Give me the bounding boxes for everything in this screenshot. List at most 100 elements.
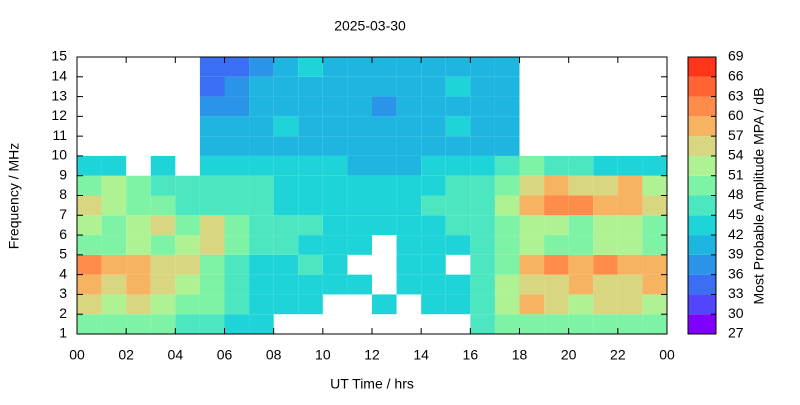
heat-cell (298, 155, 323, 176)
heat-cell (347, 136, 372, 156)
colorbar-tick-label: 39 (728, 246, 744, 262)
heat-cell (421, 96, 446, 117)
heat-cell (322, 235, 348, 255)
heat-cell (150, 314, 176, 334)
heat-cell (298, 235, 323, 255)
heat-cell (470, 215, 495, 236)
heat-cell (224, 136, 250, 156)
heat-cell (470, 175, 495, 196)
heat-cell (470, 294, 495, 315)
heat-cell (396, 235, 422, 255)
heat-cell (470, 235, 495, 255)
y-tick-label: 8 (59, 186, 67, 202)
heat-cell (224, 76, 250, 97)
heat-cell (372, 136, 397, 156)
heat-cell (199, 96, 225, 117)
colorbar-band (688, 314, 716, 334)
heat-cell (175, 175, 200, 196)
heat-cell (494, 235, 520, 255)
heat-cell (224, 215, 250, 236)
heat-cell (421, 57, 446, 77)
heat-cell (249, 175, 274, 196)
colorbar-tick-label: 66 (728, 67, 744, 83)
heat-cell (126, 195, 151, 216)
heat-cell (421, 155, 446, 176)
heat-cell (273, 96, 299, 117)
heat-cell (150, 175, 176, 196)
heat-cell (199, 294, 225, 315)
heat-cell (298, 294, 323, 315)
heat-cell (470, 96, 495, 117)
heat-cell (298, 96, 323, 117)
heat-cell (273, 274, 299, 295)
heat-cell (617, 155, 643, 176)
heat-cell (544, 314, 569, 334)
heat-cell (77, 294, 102, 315)
colorbar-band (688, 76, 716, 97)
heat-cell (249, 76, 274, 97)
heat-cell (347, 116, 372, 137)
heat-cell (470, 314, 495, 334)
heat-cell (224, 314, 250, 334)
heat-cell (126, 314, 151, 334)
heat-cell (593, 235, 618, 255)
heat-cell (617, 294, 643, 315)
heat-cell (126, 175, 151, 196)
heat-cell (396, 96, 422, 117)
x-tick-label: 00 (69, 347, 85, 363)
heat-cell (101, 175, 127, 196)
heat-cell (322, 195, 348, 216)
x-tick-label: 20 (561, 347, 577, 363)
colorbar-band (688, 136, 716, 156)
heat-cell (642, 155, 667, 176)
heat-cell (322, 155, 348, 176)
y-tick-label: 9 (59, 166, 67, 182)
heat-cell (101, 215, 127, 236)
heat-cell (642, 314, 667, 334)
colorbar-band (688, 254, 716, 275)
heat-cell (224, 155, 250, 176)
heat-cell (199, 116, 225, 137)
heat-cell (224, 175, 250, 196)
heat-cell (617, 254, 643, 275)
heat-cell (396, 116, 422, 137)
heat-cell (470, 195, 495, 216)
heat-cell (298, 76, 323, 97)
heat-cell (224, 254, 250, 275)
colorbar-band (688, 235, 716, 255)
heat-cell (322, 215, 348, 236)
heat-cell (77, 235, 102, 255)
heat-cell (77, 215, 102, 236)
heat-cell (421, 175, 446, 196)
heat-cell (273, 136, 299, 156)
heat-cell (617, 274, 643, 295)
heat-cell (347, 175, 372, 196)
x-tick-label: 14 (413, 347, 429, 363)
heat-cell (396, 274, 422, 295)
heat-cell (470, 254, 495, 275)
heat-cell (519, 254, 545, 275)
heat-cell (544, 195, 569, 216)
colorbar-tick-label: 27 (728, 325, 744, 341)
y-tick-label: 13 (51, 87, 67, 103)
heat-cell (396, 215, 422, 236)
heat-cell (224, 274, 250, 295)
heat-cell (445, 155, 471, 176)
heat-cell (544, 215, 569, 236)
heat-cell (77, 254, 102, 275)
heat-cell (273, 116, 299, 137)
heat-cell (249, 116, 274, 137)
heat-cell (101, 155, 127, 176)
y-tick-label: 5 (59, 246, 67, 262)
colorbar-tick-label: 51 (728, 166, 744, 182)
heat-cell (322, 116, 348, 137)
heat-cell (199, 274, 225, 295)
heat-cell (494, 136, 520, 156)
heat-cell (544, 294, 569, 315)
heat-cell (150, 254, 176, 275)
heat-cell (519, 175, 545, 196)
heat-cell (298, 175, 323, 196)
colorbar-band (688, 155, 716, 176)
heat-cell (322, 57, 348, 77)
